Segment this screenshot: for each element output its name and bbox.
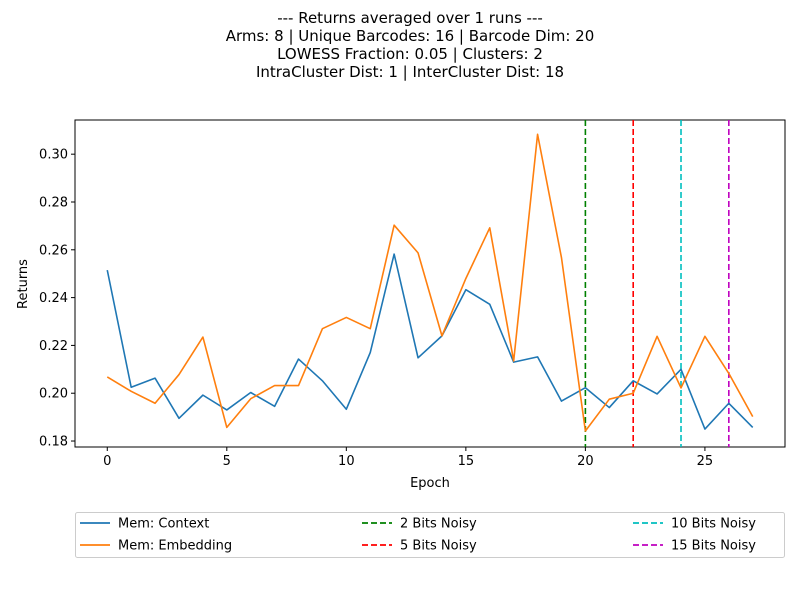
legend: Mem: Context Mem: Embedding 2 Bits Noisy 5 …	[75, 512, 785, 558]
legend-label: Mem: Embedding	[118, 539, 232, 554]
legend-label: 5 Bits Noisy	[400, 539, 477, 554]
y-axis: 0.18 0.20 0.22 0.24 0.26 0.28 0.30	[39, 148, 75, 450]
y-tick-label: 0.18	[39, 435, 68, 450]
y-tick-label: 0.20	[39, 387, 68, 402]
title-line-3: LOWESS Fraction: 0.05 | Clusters: 2	[277, 45, 543, 63]
legend-label: 2 Bits Noisy	[400, 517, 477, 532]
y-axis-label: Returns	[16, 259, 31, 309]
series-line-context	[106, 253, 754, 430]
x-tick-label: 20	[577, 454, 594, 469]
x-tick-label: 5	[223, 454, 231, 469]
series-lines	[106, 133, 754, 432]
y-tick-label: 0.28	[39, 195, 68, 210]
x-tick-label: 10	[338, 454, 355, 469]
y-tick-label: 0.30	[39, 148, 68, 163]
y-tick-label: 0.26	[39, 243, 68, 258]
title-line-4: IntraCluster Dist: 1 | InterCluster Dist…	[256, 63, 564, 81]
x-axis-label: Epoch	[410, 476, 450, 491]
legend-frame	[75, 512, 785, 558]
x-tick-label: 0	[103, 454, 111, 469]
plot-area	[74, 119, 786, 448]
x-tick-label: 25	[697, 454, 714, 469]
y-tick-label: 0.22	[39, 339, 68, 354]
title-line-1: --- Returns averaged over 1 runs ---	[277, 9, 543, 27]
legend-label: Mem: Context	[118, 517, 209, 532]
title-line-2: Arms: 8 | Unique Barcodes: 16 | Barcode …	[226, 27, 595, 45]
y-tick-label: 0.24	[39, 291, 68, 306]
legend-label: 15 Bits Noisy	[671, 539, 756, 554]
noise-markers	[584, 120, 730, 447]
x-tick-label: 15	[458, 454, 475, 469]
series-line-embedding	[106, 133, 754, 432]
chart-title: --- Returns averaged over 1 runs --- Arm…	[226, 9, 595, 81]
legend-label: 10 Bits Noisy	[671, 517, 756, 532]
x-axis: 0 5 10 15 20 25	[103, 447, 713, 469]
